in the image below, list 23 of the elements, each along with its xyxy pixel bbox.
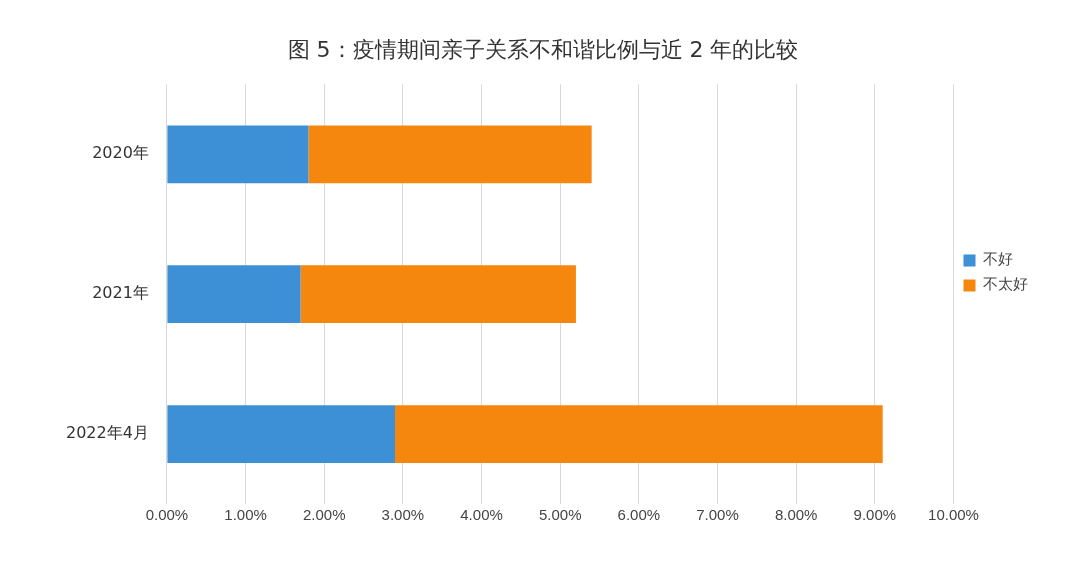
bar xyxy=(167,125,309,184)
bar xyxy=(167,405,396,463)
x-tick-label: 10.00% xyxy=(928,506,979,524)
x-tick-label: 5.00% xyxy=(538,506,582,524)
x-tick-label: 7.00% xyxy=(696,506,739,524)
x-tick-label: 3.00% xyxy=(381,506,425,524)
y-tick-label: 2022年4月 xyxy=(65,423,149,443)
y-tick-label: 2020年 xyxy=(92,143,149,163)
x-tick-label: 0.00% xyxy=(145,506,189,524)
bar xyxy=(308,125,592,184)
y-tick-label: 2021年 xyxy=(92,283,149,303)
bar xyxy=(167,265,301,324)
x-tick-label: 9.00% xyxy=(853,506,897,524)
legend-label: 不好 xyxy=(983,250,1013,269)
x-tick-label: 4.00% xyxy=(460,506,503,524)
bar xyxy=(395,405,883,463)
legend-label: 不太好 xyxy=(983,275,1028,294)
bar xyxy=(300,265,576,324)
x-tick-label: 8.00% xyxy=(774,506,818,524)
x-tick-label: 6.00% xyxy=(617,506,661,524)
x-tick-label: 2.00% xyxy=(302,506,346,524)
x-tick-label: 1.00% xyxy=(224,506,267,524)
chart-title: 图 5：疫情期间亲子关系不和谐比例与近 2 年的比较 xyxy=(287,36,799,62)
